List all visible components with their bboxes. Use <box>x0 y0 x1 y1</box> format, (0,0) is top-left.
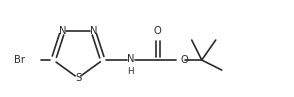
Text: N: N <box>127 54 134 64</box>
Text: Br: Br <box>14 55 25 65</box>
Text: S: S <box>75 73 81 83</box>
Text: N: N <box>59 26 66 36</box>
Text: O: O <box>154 26 162 36</box>
Text: O: O <box>181 55 188 65</box>
Text: N: N <box>90 26 97 36</box>
Text: H: H <box>127 67 134 76</box>
